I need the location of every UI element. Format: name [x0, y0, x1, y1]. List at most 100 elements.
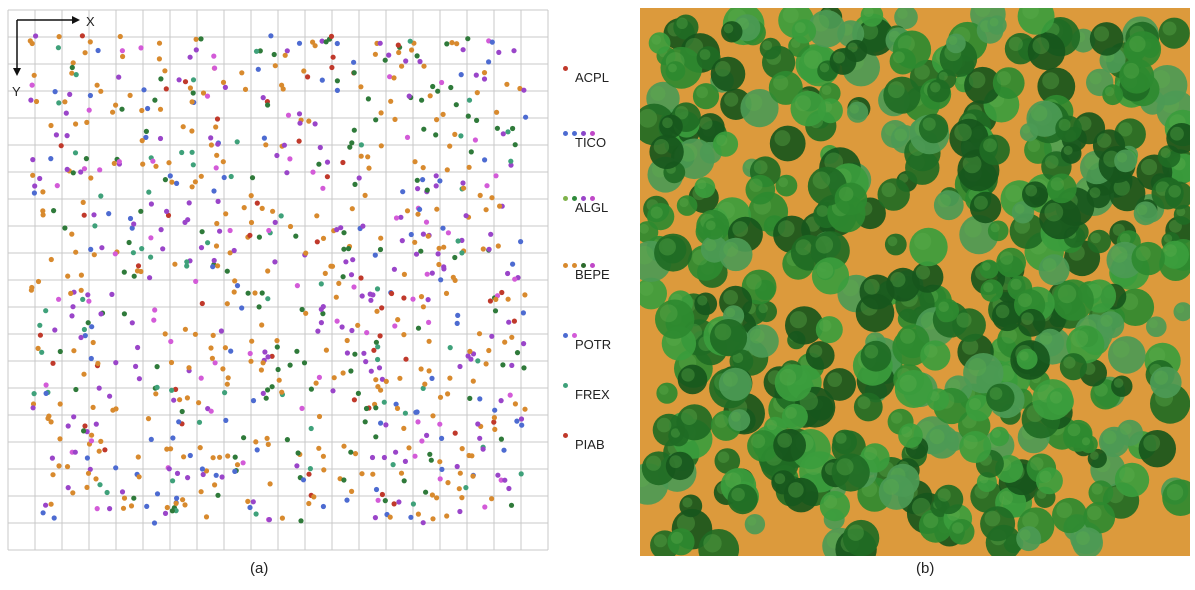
- tree-point: [340, 370, 346, 376]
- tree-point: [486, 246, 492, 252]
- tree-point: [341, 443, 347, 449]
- tree-point: [495, 472, 501, 478]
- tree-point: [421, 126, 427, 132]
- tree-point: [43, 308, 49, 314]
- tree-point: [242, 86, 249, 92]
- tree-point: [499, 289, 505, 296]
- tree-point: [415, 511, 421, 517]
- canopy-highlight: [809, 344, 823, 358]
- tree-point: [260, 360, 266, 366]
- tree-canopy: [948, 519, 975, 545]
- tree-point: [418, 248, 424, 254]
- canopy-highlight: [819, 63, 830, 73]
- tree-point: [217, 454, 223, 460]
- tree-point: [387, 514, 393, 520]
- tree-point: [444, 41, 450, 47]
- tree-point: [190, 90, 196, 96]
- tree-point: [287, 223, 294, 230]
- tree-point: [210, 332, 216, 338]
- tree-point: [320, 311, 326, 317]
- canopy-highlight: [914, 64, 930, 80]
- legend-dot: [572, 196, 577, 201]
- tree-canopy: [979, 259, 999, 279]
- tree-point: [306, 118, 312, 124]
- tree-point: [492, 407, 498, 413]
- tree-point: [168, 359, 175, 366]
- legend-dot: [563, 433, 568, 438]
- tree-canopy: [755, 300, 777, 323]
- tree-point: [187, 54, 193, 60]
- tree-point: [466, 164, 472, 170]
- tree-point: [148, 201, 154, 207]
- tree-point: [265, 296, 271, 302]
- tree-point: [349, 327, 355, 334]
- tree-point: [393, 215, 400, 221]
- tree-point: [83, 156, 89, 162]
- tree-canopy: [1119, 58, 1155, 94]
- tree-point: [518, 471, 524, 477]
- tree-point: [37, 332, 44, 338]
- canopy-highlight: [812, 14, 830, 32]
- tree-canopy: [925, 424, 959, 459]
- tree-point: [263, 395, 269, 401]
- canopy-highlight: [938, 71, 948, 81]
- tree-point: [174, 495, 180, 501]
- canopy-highlight: [1163, 234, 1173, 243]
- tree-point: [378, 143, 384, 149]
- tree-point: [163, 86, 169, 92]
- tree-point: [344, 497, 350, 503]
- tree-point: [494, 109, 500, 115]
- tree-point: [88, 175, 94, 181]
- tree-canopy: [980, 279, 1003, 302]
- tree-point: [426, 319, 432, 325]
- tree-point: [198, 36, 204, 42]
- tree-canopy: [641, 451, 676, 486]
- tree-point: [86, 107, 92, 113]
- tree-point: [348, 449, 354, 455]
- tree-point: [505, 270, 511, 277]
- tree-point: [330, 388, 336, 394]
- tree-point: [169, 508, 175, 514]
- tree-point: [55, 45, 62, 51]
- caption-b: (b): [916, 560, 935, 577]
- tree-canopy: [667, 528, 695, 556]
- canopy-highlight: [650, 206, 663, 219]
- canopy-highlight: [638, 108, 658, 128]
- tree-point: [424, 187, 430, 193]
- tree-point: [84, 455, 90, 461]
- tree-point: [427, 451, 433, 457]
- tree-point: [88, 246, 94, 252]
- tree-point: [399, 238, 405, 244]
- tree-canopy: [1160, 240, 1189, 269]
- tree-point: [387, 74, 393, 80]
- tree-point: [386, 52, 392, 58]
- tree-point: [62, 99, 68, 105]
- tree-point: [213, 472, 219, 478]
- canopy-highlight: [703, 534, 722, 553]
- y-axis-label: Y: [12, 84, 21, 99]
- tree-point: [365, 96, 371, 102]
- tree-point: [340, 159, 346, 166]
- tree-point: [98, 193, 104, 199]
- tree-point: [454, 320, 460, 326]
- tree-point: [73, 249, 79, 255]
- tree-point: [489, 496, 495, 502]
- tree-point: [162, 510, 169, 516]
- tree-point: [371, 347, 377, 353]
- tree-point: [320, 185, 326, 191]
- tree-point: [138, 268, 144, 275]
- tree-canopy: [969, 191, 1002, 224]
- canopy-highlight: [705, 220, 716, 231]
- tree-canopy: [1089, 22, 1124, 56]
- tree-point: [318, 281, 324, 287]
- canopy-highlight: [717, 451, 730, 464]
- tree-point: [404, 208, 411, 214]
- tree-point: [420, 385, 426, 391]
- tree-canopy: [829, 48, 857, 75]
- tree-canopy: [1109, 174, 1146, 212]
- tree-canopy: [926, 388, 950, 411]
- tree-point: [162, 331, 168, 337]
- tree-point: [383, 378, 389, 384]
- canopy-highlight: [1067, 423, 1081, 437]
- species-legend: ACPL TICO ALGL BEPE POTR FREX PIAB: [555, 40, 635, 480]
